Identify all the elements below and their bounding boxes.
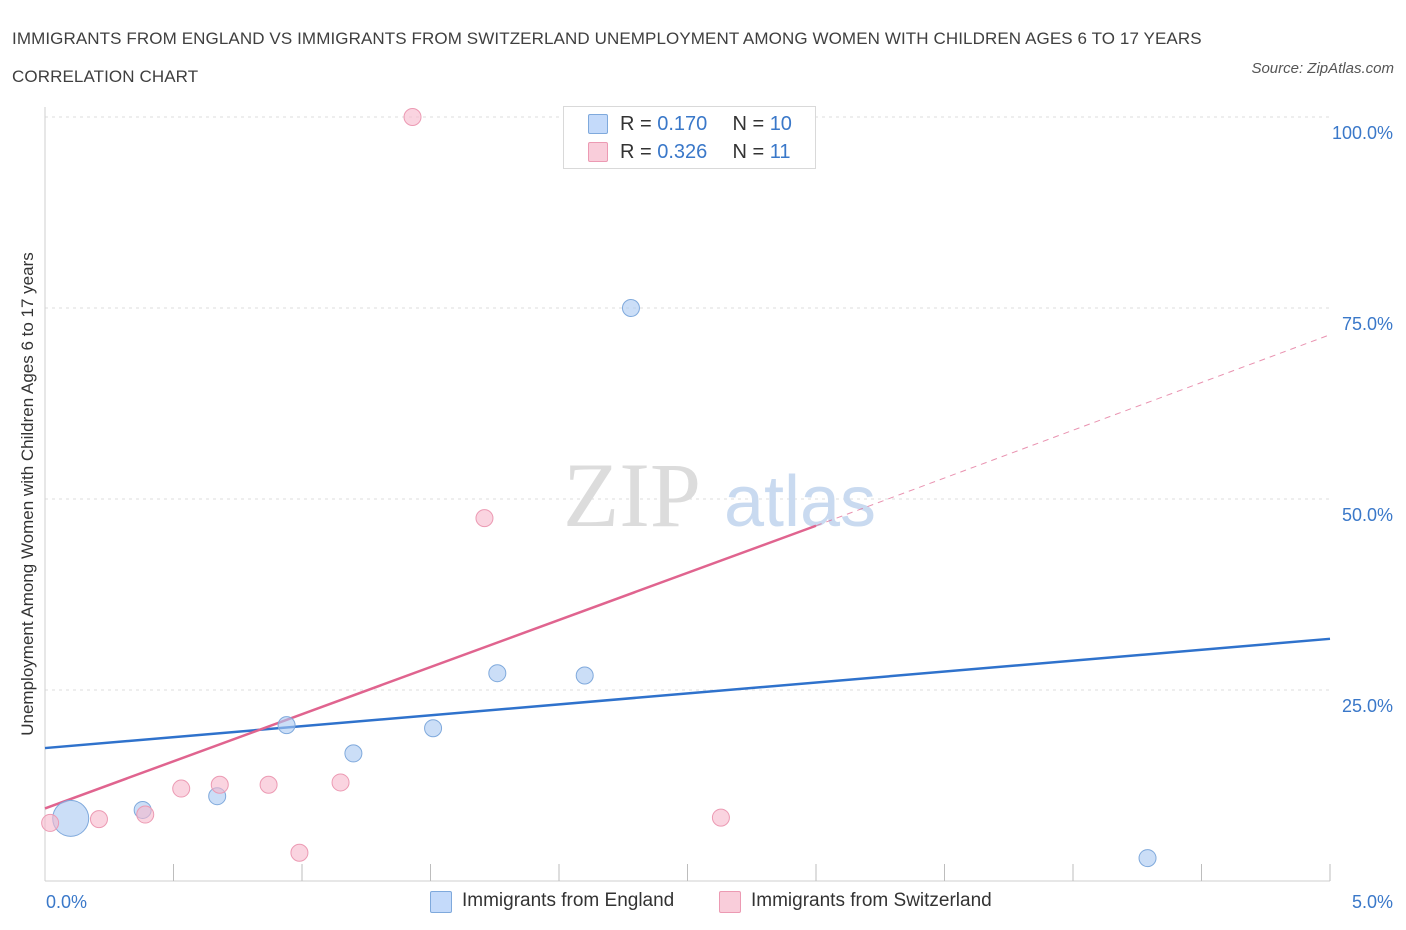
england-point: [1138, 849, 1157, 868]
switzerland-point: [41, 813, 60, 832]
legend-n-value-switzerland: 11: [769, 141, 791, 163]
grid-lines: [45, 116, 1330, 691]
zipatlas-watermark: ZIP atlas: [563, 444, 876, 546]
england-point: [277, 716, 296, 735]
stats-legend: R = 0.170 N = 10 R = 0.326 N = 11: [563, 106, 816, 169]
y-tick-label: 50.0%: [1342, 505, 1393, 525]
bottom-legend-swatch-england: [430, 891, 452, 913]
legend-swatch-switzerland: [588, 142, 608, 162]
england-trend-line: [44, 637, 1331, 750]
legend-r-value-england: 0.170: [657, 113, 708, 135]
switzerland-point: [172, 779, 191, 798]
y-tick-label: 25.0%: [1342, 696, 1393, 716]
y-tick-label: 100.0%: [1332, 123, 1393, 143]
legend-r-label: R =: [620, 141, 658, 163]
switzerland-point: [331, 773, 350, 792]
watermark-atlas: atlas: [724, 462, 876, 542]
england-point: [575, 666, 594, 685]
source-label: Source: ZipAtlas.com: [1251, 60, 1394, 77]
switzerland-point: [711, 808, 730, 827]
england-point: [424, 719, 443, 738]
england-point: [621, 299, 640, 317]
switzerland-point: [475, 509, 494, 528]
switzerland-point: [290, 843, 309, 862]
x-tick-label: 0.0%: [46, 892, 87, 912]
bottom-legend-swatch-switzerland: [719, 891, 741, 913]
legend-r-value-switzerland: 0.326: [657, 141, 708, 163]
legend-n-label: N =: [732, 113, 770, 135]
switzerland-point: [259, 775, 278, 794]
england-point: [52, 799, 90, 837]
switzerland-trend-extension: [815, 334, 1331, 527]
switzerland-trend-line: [44, 524, 817, 810]
bottom-legend-label-england: Immigrants from England: [462, 890, 675, 911]
bottom-legend-label-switzerland: Immigrants from Switzerland: [751, 890, 992, 911]
legend-n-label: N =: [732, 141, 770, 163]
switzerland-point: [403, 108, 422, 126]
y-axis-label: Unemployment Among Women with Children A…: [18, 252, 37, 736]
axes: [44, 107, 1331, 882]
tick-labels: 25.0% 50.0% 75.0% 100.0% 0.0% 5.0%: [46, 123, 1393, 912]
switzerland-point: [136, 805, 155, 824]
legend-swatch-england: [588, 114, 608, 134]
england-point: [344, 744, 363, 763]
chart-title: IMMIGRANTS FROM ENGLAND VS IMMIGRANTS FR…: [12, 29, 1202, 86]
y-tick-label: 75.0%: [1342, 314, 1393, 334]
legend-r-label: R =: [620, 113, 658, 135]
data-points: [41, 108, 1157, 868]
switzerland-point: [89, 810, 108, 829]
switzerland-point: [210, 775, 229, 794]
x-tick-label: 5.0%: [1352, 892, 1393, 912]
watermark-zip: ZIP: [563, 444, 701, 546]
trend-lines: [44, 334, 1331, 810]
england-point: [488, 664, 507, 683]
legend-n-value-england: 10: [769, 113, 792, 135]
